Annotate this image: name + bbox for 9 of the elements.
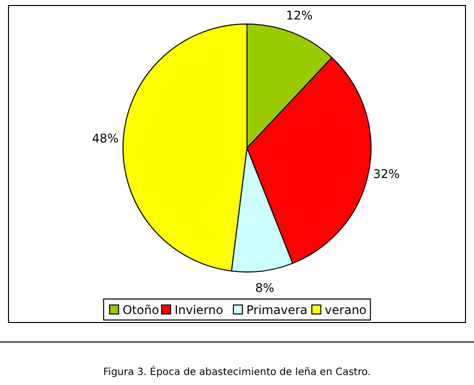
data-label: 8% bbox=[255, 281, 274, 296]
text: Figura 3. Época de abastecimiento de leña en Castro. bbox=[103, 365, 371, 378]
legend-label: Invierno bbox=[174, 303, 224, 317]
data-label: 12% bbox=[286, 8, 313, 22]
data-label: 48% bbox=[92, 131, 119, 146]
legend-label: Otoño bbox=[122, 303, 160, 317]
data-label: 32% bbox=[373, 166, 400, 181]
legend-label: verano bbox=[324, 303, 367, 317]
legend-label: Primavera bbox=[246, 303, 308, 317]
